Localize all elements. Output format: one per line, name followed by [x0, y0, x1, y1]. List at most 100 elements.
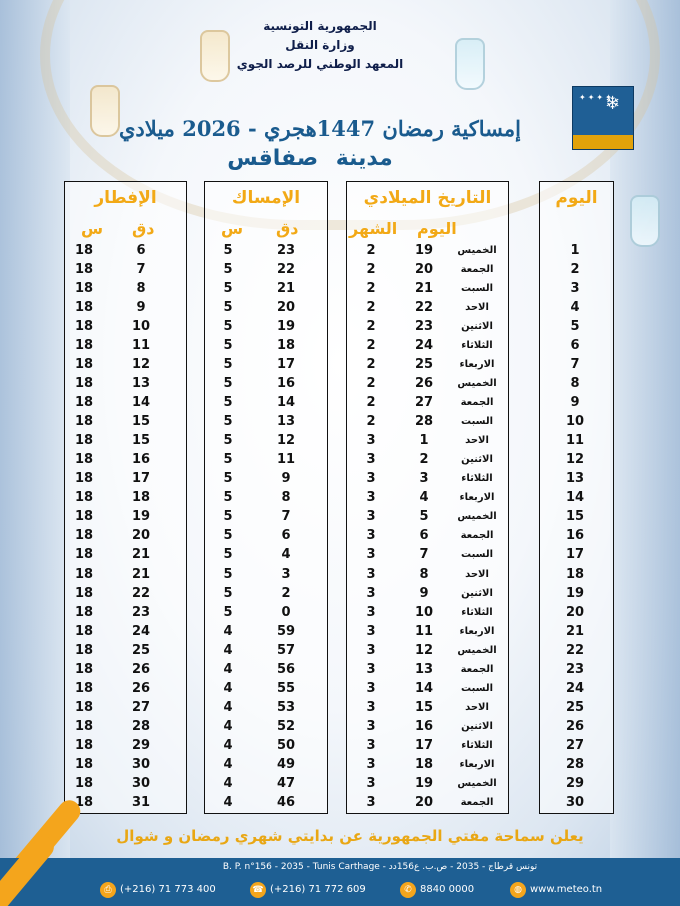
ramadan-day-number: 23: [565, 661, 585, 677]
imsak-hours: 5: [223, 471, 233, 487]
gregorian-month: 2: [366, 300, 376, 316]
ramadan-day-number: 15: [565, 509, 585, 525]
city-title: مدينة صفاقس: [227, 146, 393, 171]
header-ministry: وزارة النقل: [285, 38, 355, 52]
gregorian-day: 18: [414, 756, 434, 772]
weekday: الثلاثاء: [461, 739, 493, 751]
ramadan-day-number: 11: [565, 433, 585, 449]
imsak-minutes: 59: [276, 623, 296, 639]
iftar-minutes: 18: [131, 490, 151, 506]
ramadan-day-number: 4: [570, 300, 580, 316]
gregorian-day: 8: [419, 566, 429, 582]
imsak-minutes: 17: [276, 357, 296, 373]
iftar-hours: 18: [74, 566, 94, 582]
ramadan-day-header: اليوم: [555, 188, 598, 208]
imsak-hours: 5: [223, 281, 233, 297]
iftar-minutes: 7: [136, 262, 146, 278]
hotline-contact: ✆ 8840 0000: [400, 882, 474, 898]
gregorian-day: 24: [414, 338, 434, 354]
ramadan-day-number: 8: [570, 376, 580, 392]
iftar-minutes: 21: [131, 547, 151, 563]
website-link[interactable]: www.meteo.tn: [530, 884, 603, 895]
iftar-hours: 18: [74, 414, 94, 430]
gregorian-day: 22: [414, 300, 434, 316]
imsak-hours: 4: [223, 680, 233, 696]
weekday: الجمعة: [460, 663, 494, 675]
ramadan-day-number: 27: [565, 737, 585, 753]
imsak-hours: 5: [223, 243, 233, 258]
weekday: الاربعاء: [459, 758, 495, 770]
lantern-icon: [90, 85, 120, 137]
ramadan-day-number: 12: [565, 452, 585, 468]
phone-number: (+216) 71 772 609: [270, 884, 366, 895]
iftar-minutes: 24: [131, 623, 151, 639]
imsak-minutes-header: دق: [276, 219, 299, 238]
iftar-hours: 18: [74, 642, 94, 658]
weekday: الخميس: [457, 245, 497, 256]
weekday: الاحد: [465, 701, 489, 713]
iftar-hours: 18: [74, 604, 94, 620]
footer-address: B. P. n°156 - 2035 - Tunis Carthage - تو…: [222, 862, 538, 872]
imsak-minutes: 18: [276, 338, 296, 354]
weekday: الجمعة: [460, 264, 494, 276]
phone-contact: ☎ (+216) 71 772 609: [250, 882, 366, 898]
ramadan-day-number: 21: [565, 623, 585, 639]
iftar-minutes: 23: [131, 604, 151, 620]
gregorian-day: 21: [414, 281, 434, 297]
iftar-minutes: 11: [131, 338, 151, 354]
website-contact[interactable]: ◍ www.meteo.tn: [510, 882, 602, 898]
gregorian-day: 7: [419, 547, 429, 563]
imsak-hours: 4: [223, 699, 233, 715]
ramadan-day-column: اليوم: [539, 181, 614, 814]
weekday: الخميس: [457, 511, 497, 523]
iftar-hours: 18: [74, 623, 94, 639]
imsak-minutes: 53: [276, 699, 296, 715]
gregorian-day: 3: [419, 471, 429, 487]
ramadan-day-number: 30: [565, 794, 585, 810]
imsak-minutes: 21: [276, 281, 296, 297]
ramadan-day-number: 24: [565, 680, 585, 696]
header-republic: الجمهورية التونسية: [263, 19, 377, 33]
iftar-minutes: 29: [131, 737, 151, 753]
imsak-hours: 5: [223, 357, 233, 373]
ramadan-day-number: 2: [570, 262, 580, 278]
iftar-hours: 18: [74, 680, 94, 696]
inm-logo: ✦✦✦✦ ❄: [572, 86, 634, 150]
iftar-column: الإفطار دق س: [64, 181, 187, 814]
gregorian-day-header: اليوم: [417, 219, 457, 238]
ramadan-day-number: 14: [565, 490, 585, 506]
imsak-minutes: 16: [276, 376, 296, 392]
gregorian-day: 25: [414, 357, 434, 373]
ramadan-day-number: 5: [570, 319, 580, 335]
gregorian-month: 3: [366, 718, 376, 734]
call-icon: ✆: [400, 882, 416, 898]
ramadan-day-number: 28: [565, 756, 585, 772]
ramadan-day-number: 29: [565, 775, 585, 791]
ramadan-day-number: 16: [565, 528, 585, 544]
iftar-hours: 18: [74, 452, 94, 468]
iftar-minutes: 30: [131, 756, 151, 772]
weekday: الخميس: [457, 644, 497, 656]
iftar-minutes-header: دق: [132, 219, 155, 238]
ramadan-day-number: 1: [570, 243, 580, 258]
gregorian-month: 3: [366, 471, 376, 487]
page-title: إمساكية رمضان 1447هجري - 2026 ميلادي: [119, 116, 521, 141]
iftar-minutes: 25: [131, 642, 151, 658]
gregorian-day: 9: [419, 585, 429, 601]
ramadan-day-number: 25: [565, 699, 585, 715]
decorative-border-left: [0, 0, 70, 860]
iftar-hours-header: س: [81, 219, 104, 238]
weekday: الجمعة: [460, 796, 494, 808]
ramadan-day-number: 7: [570, 357, 580, 373]
fax-contact: ⎙ (+216) 71 773 400: [100, 882, 216, 898]
hotline-number: 8840 0000: [420, 884, 475, 895]
iftar-minutes: 31: [131, 794, 151, 810]
imsak-hours: 4: [223, 661, 233, 677]
gregorian-month: 3: [366, 604, 376, 620]
footer: B. P. n°156 - 2035 - Tunis Carthage - تو…: [0, 831, 680, 906]
iftar-hours: 18: [74, 243, 94, 258]
weekday: الجمعة: [460, 530, 494, 542]
weekday: الاربعاء: [459, 492, 495, 504]
imsak-header: الإمساك: [231, 188, 301, 208]
